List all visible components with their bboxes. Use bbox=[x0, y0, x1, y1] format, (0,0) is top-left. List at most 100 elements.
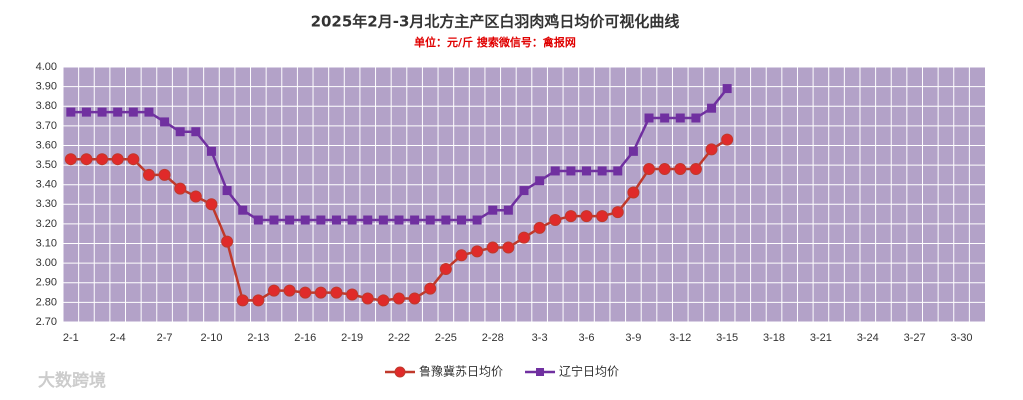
point-marker bbox=[705, 143, 718, 156]
point-marker bbox=[80, 153, 93, 166]
point-marker bbox=[205, 198, 218, 211]
x-tick-label: 2-16 bbox=[294, 332, 316, 344]
point-marker bbox=[566, 166, 576, 176]
point-marker bbox=[175, 127, 185, 137]
y-tick-label: 3.20 bbox=[36, 218, 57, 230]
point-marker bbox=[456, 215, 466, 225]
point-marker bbox=[252, 294, 265, 307]
legend-label: 鲁豫冀苏日均价 bbox=[419, 365, 503, 379]
x-tick-label: 2-13 bbox=[247, 332, 269, 344]
point-marker bbox=[613, 166, 623, 176]
x-tick-label: 2-28 bbox=[482, 332, 504, 344]
legend-marker bbox=[536, 368, 545, 376]
point-marker bbox=[346, 288, 359, 301]
point-marker bbox=[424, 282, 437, 295]
point-marker bbox=[361, 292, 374, 305]
point-marker bbox=[691, 113, 701, 123]
point-marker bbox=[206, 146, 216, 156]
point-marker bbox=[643, 163, 656, 175]
point-marker bbox=[394, 215, 404, 225]
point-marker bbox=[174, 182, 187, 195]
y-tick-label: 3.40 bbox=[36, 179, 57, 191]
point-marker bbox=[455, 249, 468, 262]
point-marker bbox=[518, 231, 530, 244]
x-tick-label: 3-18 bbox=[763, 332, 785, 344]
x-tick-label: 3-6 bbox=[579, 332, 595, 344]
point-marker bbox=[238, 205, 248, 215]
y-tick-label: 4.00 bbox=[36, 61, 57, 73]
y-tick-label: 3.60 bbox=[36, 139, 57, 151]
point-marker bbox=[564, 210, 577, 223]
point-marker bbox=[142, 168, 155, 181]
point-marker bbox=[269, 215, 279, 225]
point-marker bbox=[191, 127, 201, 137]
point-marker bbox=[707, 103, 717, 113]
point-marker bbox=[285, 215, 295, 225]
point-marker bbox=[189, 190, 202, 203]
x-tick-label: 2-22 bbox=[388, 332, 410, 344]
point-marker bbox=[675, 113, 685, 123]
point-marker bbox=[721, 133, 734, 146]
point-marker bbox=[81, 107, 91, 117]
point-marker bbox=[64, 153, 77, 166]
y-tick-label: 3.90 bbox=[36, 81, 57, 93]
point-marker bbox=[689, 163, 702, 175]
point-marker bbox=[611, 206, 624, 219]
point-marker bbox=[486, 241, 499, 254]
point-marker bbox=[377, 294, 390, 307]
point-marker bbox=[97, 107, 107, 117]
point-marker bbox=[96, 153, 109, 166]
point-marker bbox=[550, 166, 560, 176]
point-marker bbox=[283, 284, 296, 297]
point-marker bbox=[66, 107, 76, 117]
point-marker bbox=[127, 153, 140, 166]
point-marker bbox=[644, 113, 654, 123]
legend-marker bbox=[394, 366, 406, 378]
y-tick-label: 3.50 bbox=[36, 159, 57, 171]
point-marker bbox=[158, 168, 171, 181]
x-tick-label: 3-3 bbox=[532, 332, 548, 344]
point-marker bbox=[267, 284, 280, 297]
point-marker bbox=[582, 166, 592, 176]
x-tick-label: 2-4 bbox=[110, 332, 126, 344]
point-marker bbox=[300, 215, 310, 225]
watermark: 大数跨境 bbox=[38, 370, 106, 391]
point-marker bbox=[128, 107, 138, 117]
point-marker bbox=[331, 215, 341, 225]
x-tick-label: 3-15 bbox=[716, 332, 738, 344]
x-tick-label: 3-24 bbox=[857, 332, 879, 344]
point-marker bbox=[472, 215, 482, 225]
x-tick-label: 3-27 bbox=[904, 332, 926, 344]
x-tick-label: 2-1 bbox=[63, 332, 79, 344]
x-tick-label: 2-25 bbox=[435, 332, 457, 344]
x-tick-label: 3-12 bbox=[669, 332, 691, 344]
chart-subtitle: 单位：元/斤 搜索微信号：禽报网 bbox=[414, 35, 576, 49]
point-marker bbox=[580, 210, 593, 223]
point-marker bbox=[314, 286, 327, 299]
x-tick-label: 2-10 bbox=[200, 332, 222, 344]
point-marker bbox=[502, 241, 515, 254]
point-marker bbox=[722, 84, 732, 94]
point-marker bbox=[363, 215, 373, 225]
legend-label: 辽宁日均价 bbox=[559, 364, 619, 379]
y-tick-label: 3.10 bbox=[36, 237, 57, 249]
point-marker bbox=[596, 210, 609, 223]
y-tick-label: 3.70 bbox=[36, 120, 57, 132]
point-marker bbox=[253, 215, 263, 225]
y-tick-label: 3.80 bbox=[36, 100, 57, 112]
point-marker bbox=[488, 205, 498, 215]
x-tick-label: 3-30 bbox=[951, 332, 973, 344]
y-tick-label: 3.00 bbox=[36, 257, 57, 269]
point-marker bbox=[222, 186, 232, 196]
point-marker bbox=[627, 186, 640, 199]
point-marker bbox=[471, 245, 484, 258]
point-marker bbox=[439, 263, 452, 276]
point-marker bbox=[144, 107, 154, 117]
x-tick-label: 2-7 bbox=[157, 332, 173, 344]
point-marker bbox=[519, 186, 529, 196]
x-tick-label: 3-21 bbox=[810, 332, 832, 344]
point-marker bbox=[378, 215, 388, 225]
point-marker bbox=[160, 117, 170, 127]
